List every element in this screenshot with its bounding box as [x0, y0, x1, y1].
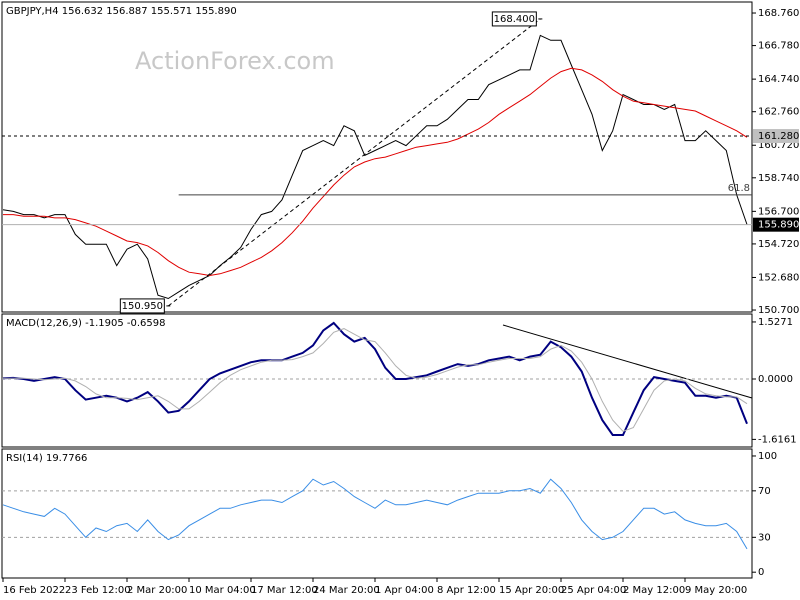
last-label: 155.890 [758, 220, 799, 231]
level-label: 161.280 [758, 131, 799, 142]
panel-title: MACD(12,26,9) -1.1905 -0.6598 [6, 318, 166, 329]
high-label: 168.400 [494, 14, 535, 25]
x-tick-label: 2 May 12:00 [623, 585, 685, 596]
x-tick-label: 10 Mar 04:00 [189, 585, 256, 596]
last-box [753, 217, 799, 232]
y-tick-label: 162.760 [758, 107, 799, 118]
panel-title: RSI(14) 19.7766 [6, 453, 87, 464]
x-tick-label: 24 Mar 20:00 [313, 585, 380, 596]
y-tick-label: 1.5271 [758, 317, 793, 328]
series-line [2, 478, 748, 550]
y-tick-label: 152.680 [758, 272, 799, 283]
x-tick-label: 16 Feb 2022 [3, 585, 65, 596]
y-tick-label: 166.780 [758, 41, 799, 52]
x-tick-label: 17 Mar 12:00 [251, 585, 318, 596]
fib-label: 61.8 [728, 183, 750, 194]
y-tick-label: 0 [758, 567, 764, 578]
series-line [2, 34, 748, 300]
panel-frame [1, 313, 753, 448]
series-line [3, 67, 748, 277]
y-tick-label: 158.740 [758, 173, 799, 184]
trendline [168, 18, 541, 307]
y-tick-label: 0.0000 [758, 374, 793, 385]
panel-title: GBPJPY,H4 156.632 156.887 155.571 155.89… [6, 6, 237, 17]
y-tick-label: 168.760 [758, 8, 799, 19]
x-tick-label: 2 Mar 20:00 [127, 585, 187, 596]
y-tick-label: -1.6161 [758, 434, 797, 445]
x-tick-label: 15 Apr 20:00 [499, 585, 564, 596]
watermark: ActionForex.com [135, 47, 335, 75]
panel-frame [1, 448, 753, 579]
high-box [491, 11, 537, 27]
series-line [2, 321, 748, 436]
x-tick-label: 25 Apr 04:00 [561, 585, 626, 596]
x-tick-label: 9 May 20:00 [685, 585, 747, 596]
low-label: 150.950 [122, 301, 163, 312]
x-tick-label: 1 Apr 04:00 [375, 585, 434, 596]
macd-trendline [502, 324, 753, 399]
y-tick-label: 154.720 [758, 239, 799, 250]
y-tick-label: 70 [758, 486, 771, 497]
y-tick-label: 164.740 [758, 74, 799, 85]
y-tick-label: 30 [758, 532, 771, 543]
y-tick-label: 100 [758, 451, 777, 462]
level-box [753, 129, 799, 144]
series-line [3, 328, 748, 432]
low-box [119, 298, 165, 314]
y-tick-label: 156.700 [758, 206, 799, 217]
x-tick-label: 23 Feb 12:00 [65, 585, 131, 596]
x-tick-label: 8 Apr 12:00 [437, 585, 496, 596]
panel-frame [1, 1, 753, 313]
y-tick-label: 150.700 [758, 305, 799, 316]
y-tick-label: 160.720 [758, 140, 799, 151]
